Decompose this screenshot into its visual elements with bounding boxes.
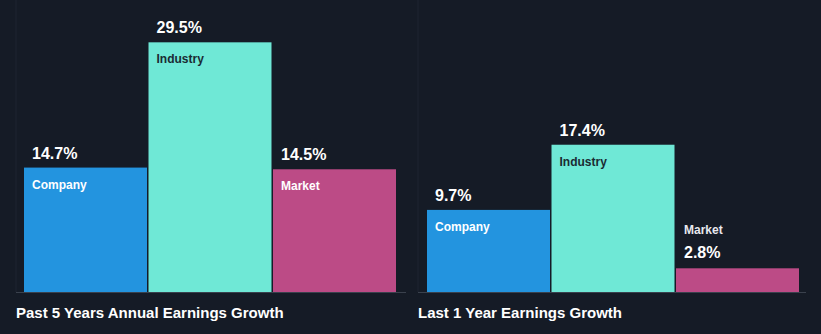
bars [24, 42, 396, 292]
background [0, 0, 821, 334]
category-label: Industry [560, 155, 608, 169]
value-axis-line [418, 0, 419, 292]
chart-root: 14.7% Company 29.5% Industry 14.5% Market Past… [0, 0, 821, 334]
chart-title: Last 1 Year Earnings Growth [418, 304, 622, 321]
chart-title: Past 5 Years Annual Earnings Growth [16, 304, 284, 321]
value-label: 17.4% [560, 122, 605, 139]
value-label: 29.5% [157, 19, 202, 36]
baseline [16, 292, 406, 293]
value-axis-line [16, 0, 17, 292]
bar [24, 168, 147, 292]
category-label: Market [684, 223, 723, 237]
category-label: Company [32, 178, 87, 192]
labels: 9.7% Company 17.4% Industry 2.8% Market [435, 122, 723, 262]
panel: 14.7% Company 29.5% Industry 14.5% Market Past… [16, 0, 406, 321]
bar [427, 210, 550, 292]
value-label: 14.5% [281, 146, 326, 163]
bars [427, 145, 799, 292]
bar [676, 268, 799, 292]
value-label: 2.8% [684, 244, 720, 261]
labels: 14.7% Company 29.5% Industry 14.5% Market [32, 19, 326, 193]
bar [273, 169, 396, 292]
category-label: Industry [157, 52, 205, 66]
category-label: Market [281, 179, 320, 193]
baseline [418, 292, 806, 293]
value-label: 14.7% [32, 145, 77, 162]
bar [552, 145, 675, 292]
panel: 9.7% Company 17.4% Industry 2.8% Market Last 1… [418, 0, 806, 321]
category-label: Company [435, 220, 490, 234]
value-label: 9.7% [435, 187, 471, 204]
bar [149, 42, 272, 292]
